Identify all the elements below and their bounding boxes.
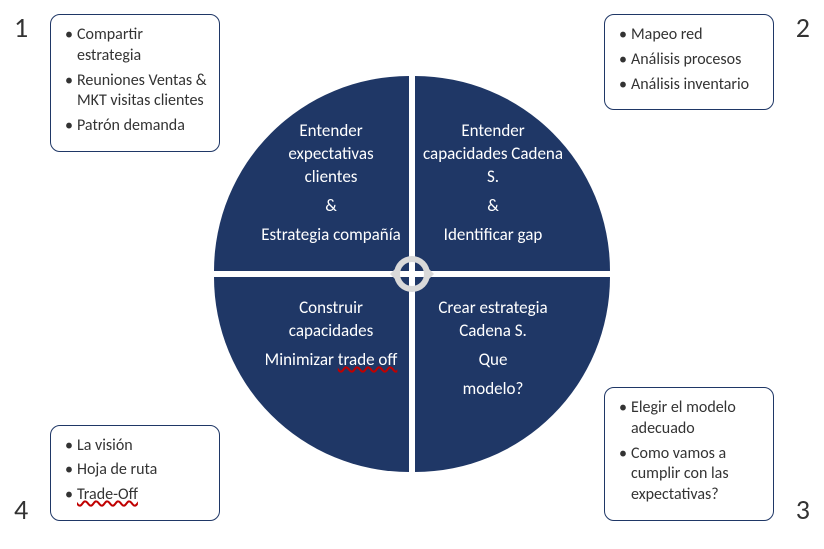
callout-1-list: Compartir estrategia Reuniones Ventas & …	[65, 25, 209, 137]
cycle-arrows-icon	[377, 239, 447, 309]
list-item: Patrón demanda	[65, 116, 209, 137]
diagram-stage: 1 2 3 4 Compartir estrategia Reuniones V…	[0, 0, 824, 549]
quadrant-line: modelo?	[423, 378, 563, 401]
list-item: Trade-Off	[65, 485, 209, 506]
quadrant-3-text: Crear estrategia Cadena S. Que modelo?	[423, 297, 563, 405]
list-item: Compartir estrategia	[65, 25, 209, 67]
corner-number-4: 4	[14, 492, 28, 527]
list-item: Como vamos a cumplir con las expectativa…	[619, 444, 763, 506]
quadrant-2-text: Entender capacidades Cadena S. & Identif…	[423, 120, 563, 251]
quadrant-amp: &	[423, 195, 563, 218]
list-item: Hoja de ruta	[65, 460, 209, 481]
corner-number-2: 2	[796, 10, 810, 45]
quadrant-1-text: Entender expectativas clientes & Estrate…	[261, 120, 401, 251]
corner-number-3: 3	[796, 492, 810, 527]
quadrant-amp: &	[261, 195, 401, 218]
callout-box-2: Mapeo red Análisis procesos Análisis inv…	[604, 14, 774, 110]
callout-3-list: Elegir el modelo adecuado Como vamos a c…	[619, 398, 763, 506]
callout-box-3: Elegir el modelo adecuado Como vamos a c…	[604, 387, 774, 521]
wavy-text: Trade-Off	[77, 485, 138, 504]
list-item: Reuniones Ventas & MKT visitas clientes	[65, 71, 209, 113]
callout-box-1: Compartir estrategia Reuniones Ventas & …	[50, 14, 220, 152]
wavy-text: trade off	[338, 349, 398, 370]
callout-2-list: Mapeo red Análisis procesos Análisis inv…	[619, 25, 763, 95]
list-item: Análisis inventario	[619, 75, 763, 96]
quadrant-line: Entender expectativas clientes	[261, 120, 401, 189]
quadrant-amp: Que	[423, 349, 563, 372]
quadrant-line: Minimizar trade off	[261, 349, 401, 372]
quadrant-line: Entender capacidades Cadena S.	[423, 120, 563, 189]
list-item: Mapeo red	[619, 25, 763, 46]
callout-box-4: La visión Hoja de ruta Trade-Off	[50, 425, 220, 521]
callout-4-list: La visión Hoja de ruta Trade-Off	[65, 436, 209, 506]
corner-number-1: 1	[14, 10, 28, 45]
list-item: La visión	[65, 436, 209, 457]
quadrant-line-pre: Minimizar	[265, 349, 338, 370]
list-item: Elegir el modelo adecuado	[619, 398, 763, 440]
list-item: Análisis procesos	[619, 50, 763, 71]
